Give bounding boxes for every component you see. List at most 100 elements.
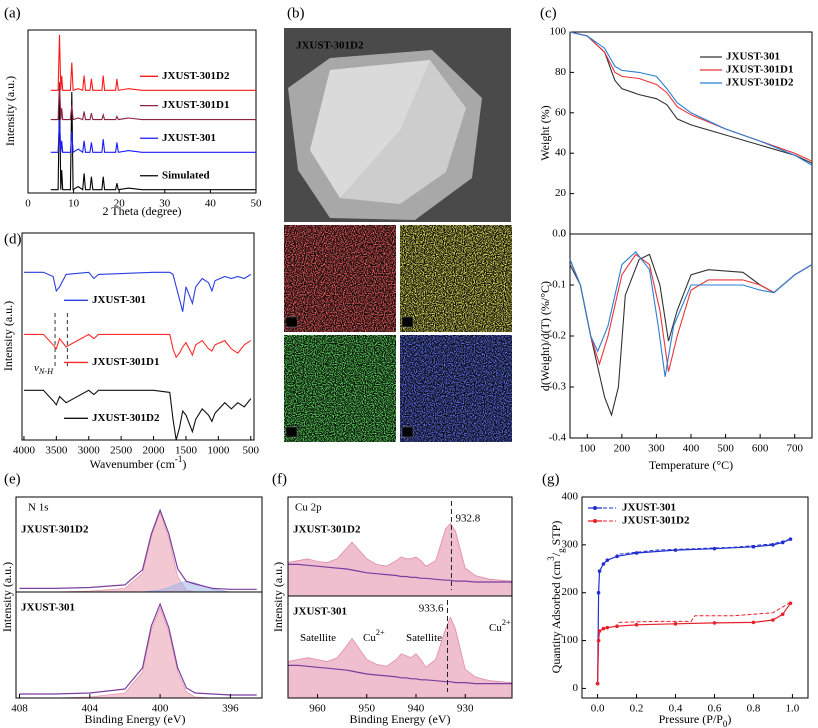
legend-label: Simulated bbox=[162, 169, 210, 181]
adsorption-point bbox=[771, 618, 775, 622]
x-tick-label: 0.2 bbox=[630, 703, 644, 715]
peak-annotation: Satellite bbox=[406, 632, 442, 644]
eds-map bbox=[284, 225, 396, 332]
x-tick-label: 1000 bbox=[207, 445, 230, 457]
eds-map bbox=[400, 225, 512, 332]
peak-annotation-part: 2+ bbox=[376, 628, 385, 637]
legend-marker bbox=[593, 506, 597, 510]
x-axis-label-part: -1 bbox=[175, 454, 183, 464]
y-tick-label: 100 bbox=[550, 26, 567, 38]
x-tick-label: 930 bbox=[457, 703, 474, 715]
y-tick-label: 60 bbox=[555, 106, 567, 118]
series-line bbox=[569, 250, 813, 377]
x-tick-label: 40 bbox=[205, 198, 217, 210]
y-tick-label: 0 bbox=[573, 682, 579, 694]
panel-label: (a) bbox=[4, 5, 21, 21]
y-axis-label: d(Weight)/d(T) (%/°C) bbox=[538, 281, 552, 391]
y-axis-label-part: g bbox=[556, 548, 566, 553]
y-tick-label: 40 bbox=[555, 147, 567, 159]
x-tick-label: 1.0 bbox=[786, 703, 800, 715]
legend-label: JXUST-301D1 bbox=[726, 64, 793, 76]
y-tick-label: -0.3 bbox=[549, 381, 567, 393]
x-tick-label: 404 bbox=[82, 703, 99, 715]
peak-annotation-part: Cu bbox=[489, 622, 502, 634]
series-line bbox=[50, 34, 256, 92]
annotation-part: ν bbox=[34, 362, 39, 374]
map-label-box bbox=[285, 426, 298, 438]
series-area bbox=[19, 606, 257, 699]
legend-label: JXUST-301 bbox=[622, 502, 676, 514]
x-axis-label: 2 Theta (degree) bbox=[102, 204, 181, 218]
plot-frame bbox=[21, 232, 255, 441]
peak-annotation: Cu2+ bbox=[489, 618, 511, 633]
x-tick-label: 500 bbox=[717, 443, 734, 455]
plot-frame bbox=[27, 29, 257, 194]
row-label: JXUST-301 bbox=[293, 606, 347, 618]
x-tick-label: 2000 bbox=[143, 445, 166, 457]
adsorption-point bbox=[597, 629, 602, 633]
legend-label: JXUST-301D1 bbox=[162, 99, 229, 111]
y-tick-label: 400 bbox=[562, 491, 579, 503]
series-line bbox=[23, 333, 252, 359]
x-tick-label: 700 bbox=[786, 443, 803, 455]
x-axis-label-part: ) bbox=[182, 457, 186, 471]
annotation: νN-H bbox=[34, 362, 54, 377]
peak-annotation-part: Cu bbox=[363, 632, 376, 644]
x-axis-label-part: Pressure (P/P bbox=[659, 712, 724, 726]
legend-label: JXUST-301D2 bbox=[622, 515, 690, 527]
x-tick-label: 2500 bbox=[110, 445, 133, 457]
x-tick-label: 500 bbox=[243, 445, 260, 457]
x-axis-label: Binding Energy (eV) bbox=[349, 712, 450, 726]
x-tick-label: 4000 bbox=[13, 445, 36, 457]
desorption-line bbox=[617, 601, 791, 623]
x-tick-label: 950 bbox=[359, 703, 376, 715]
eds-map bbox=[400, 335, 512, 442]
map-label: O bbox=[404, 426, 412, 438]
panel-label: (b) bbox=[287, 5, 305, 21]
series-area bbox=[287, 522, 513, 597]
adsorption-point bbox=[605, 558, 610, 562]
y-tick-label: 300 bbox=[562, 538, 579, 550]
map-label: Cu bbox=[285, 316, 298, 328]
y-tick-label: 0 bbox=[561, 228, 567, 240]
x-axis-label: Pressure (P/P0) bbox=[659, 712, 732, 728]
x-tick-label: 100 bbox=[579, 443, 596, 455]
legend-label: JXUST-301 bbox=[92, 294, 146, 306]
x-axis-label: Temperature (°C) bbox=[649, 458, 733, 472]
x-tick-label: 400 bbox=[152, 703, 169, 715]
series-line bbox=[19, 508, 257, 590]
peak-annotation-part: Satellite bbox=[406, 632, 442, 644]
y-axis-label: Intensity (a.u.) bbox=[271, 562, 285, 632]
series-line bbox=[50, 91, 256, 191]
adsorption-point bbox=[712, 546, 717, 551]
y-tick-label: -0.4 bbox=[549, 432, 567, 444]
peak-annotation: Satellite bbox=[300, 632, 336, 644]
x-axis-label: Wavenumber (cm-1) bbox=[90, 454, 187, 471]
x-tick-label: 0 bbox=[25, 198, 31, 210]
x-tick-label: 3000 bbox=[78, 445, 101, 457]
x-tick-label: 1500 bbox=[175, 445, 198, 457]
peak-annotation-part: Satellite bbox=[300, 632, 336, 644]
series-line bbox=[569, 253, 813, 417]
eds-map bbox=[284, 335, 396, 442]
panel-label: (f) bbox=[272, 471, 287, 487]
legend-label: JXUST-301D2 bbox=[92, 412, 160, 424]
legend-label: JXUST-301D1 bbox=[92, 356, 159, 368]
series-line bbox=[288, 563, 512, 583]
y-axis-label-part: 3 bbox=[546, 556, 556, 561]
legend-label: JXUST-301D2 bbox=[162, 70, 230, 82]
x-tick-label: 3500 bbox=[45, 445, 68, 457]
x-tick-label: 300 bbox=[648, 443, 665, 455]
panel-label: (d) bbox=[4, 231, 22, 247]
legend-label: JXUST-301 bbox=[726, 51, 780, 63]
row-label: JXUST-301 bbox=[21, 602, 75, 614]
peak-annotation: Cu2+ bbox=[363, 628, 385, 643]
map-label-box bbox=[401, 426, 414, 438]
map-label-box bbox=[401, 316, 414, 328]
y-tick-label: 100 bbox=[562, 634, 579, 646]
series-line bbox=[23, 389, 252, 441]
x-tick-label: 50 bbox=[251, 198, 263, 210]
series-area bbox=[287, 616, 513, 699]
y-tick-label: -0.1 bbox=[549, 279, 566, 291]
